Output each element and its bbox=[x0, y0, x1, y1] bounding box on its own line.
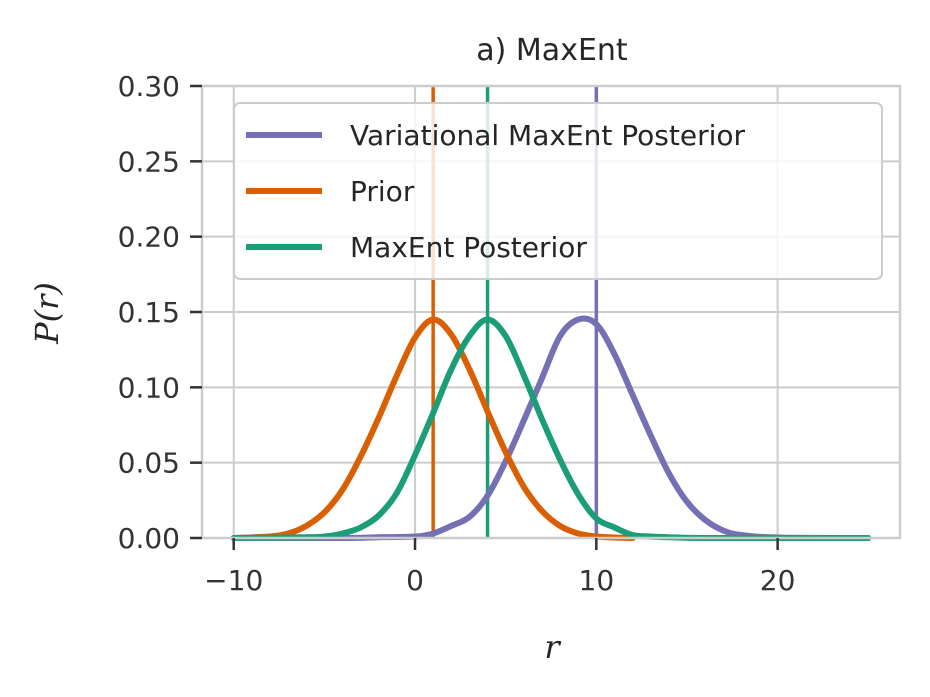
legend-label: MaxEnt Posterior bbox=[350, 231, 587, 264]
y-axis-label: P(r) bbox=[28, 282, 66, 345]
legend-label: Prior bbox=[350, 175, 415, 208]
x-tick-label: −10 bbox=[204, 564, 263, 597]
y-tick-label: 0.30 bbox=[118, 70, 180, 103]
x-axis-label: r bbox=[544, 628, 561, 666]
series-line bbox=[230, 316, 872, 542]
y-tick-label: 0.00 bbox=[118, 522, 180, 555]
legend: Variational MaxEnt Posterior Prior MaxEnt … bbox=[233, 102, 883, 280]
y-tick-label: 0.15 bbox=[118, 296, 180, 329]
ticks: −10 0 10 20 0.00 0.05 0.10 0.15 0.20 0.25 0.30 bbox=[118, 70, 796, 597]
x-tick-label: 10 bbox=[579, 564, 615, 597]
y-tick-label: 0.20 bbox=[118, 221, 180, 254]
chart-title: a) MaxEnt bbox=[476, 33, 628, 68]
legend-label: Variational MaxEnt Posterior bbox=[350, 119, 745, 152]
series-lines bbox=[230, 315, 872, 542]
x-tick-label: 0 bbox=[406, 564, 424, 597]
y-tick-label: 0.10 bbox=[118, 371, 180, 404]
x-tick-label: 20 bbox=[760, 564, 796, 597]
legend-box bbox=[233, 102, 883, 280]
series-line bbox=[230, 316, 636, 541]
y-tick-label: 0.05 bbox=[118, 447, 180, 480]
y-tick-label: 0.25 bbox=[118, 145, 180, 178]
series-line bbox=[230, 315, 872, 541]
